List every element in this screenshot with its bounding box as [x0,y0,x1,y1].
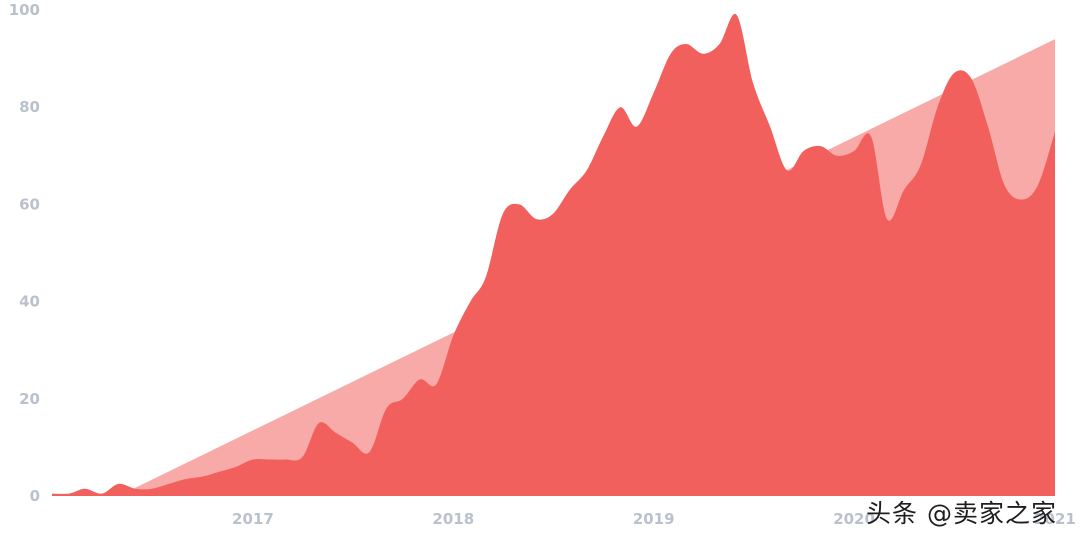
x-tick-label: 2018 [432,510,474,528]
y-tick-label: 40 [19,293,40,311]
x-tick-label: 2021 [1034,510,1076,528]
y-tick-label: 100 [9,1,40,19]
x-tick-label: 2019 [633,510,675,528]
y-tick-label: 20 [19,390,40,408]
y-tick-label: 0 [30,487,40,505]
watermark-text: 头条 @卖家之家 [866,499,1057,528]
x-axis-ticks: 2017 2018 2019 2020 2021 [232,510,1076,528]
x-tick-label: 2017 [232,510,274,528]
x-tick-label: 2020 [833,510,875,528]
actual-area [52,13,1055,497]
y-tick-label: 60 [19,195,40,213]
y-tick-label: 80 [19,98,40,116]
y-axis-ticks: 0 20 40 60 80 100 [9,1,40,505]
